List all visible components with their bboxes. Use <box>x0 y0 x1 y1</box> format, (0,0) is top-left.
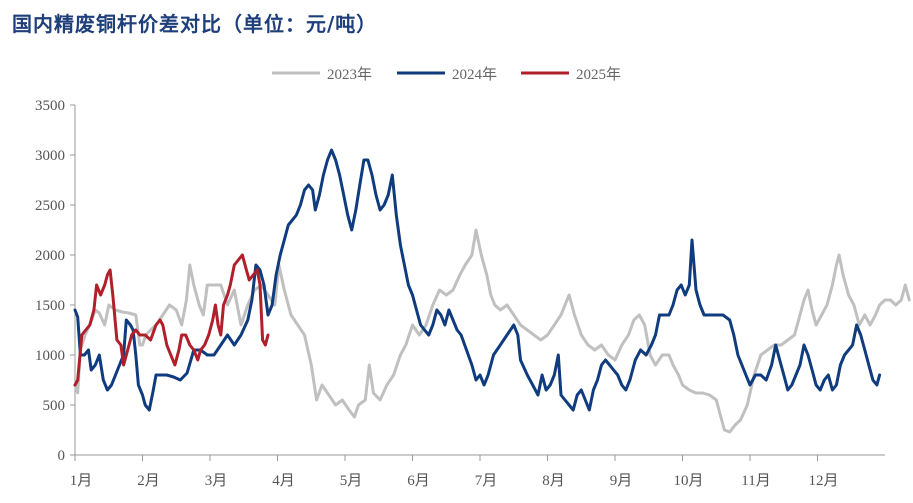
y-tick-label: 3000 <box>35 148 65 164</box>
y-tick-label: 1500 <box>35 298 65 314</box>
legend-label-2: 2024年 <box>452 66 497 83</box>
legend-label-1: 2023年 <box>327 66 372 83</box>
x-tick-label: 8月 <box>542 473 565 489</box>
x-tick-label: 3月 <box>205 473 228 489</box>
x-tick-label: 2月 <box>137 473 160 489</box>
chart-title: 国内精废铜杆价差对比（单位：元/吨） <box>12 12 378 36</box>
x-tick-label: 11月 <box>741 473 770 489</box>
x-tick-label: 6月 <box>407 473 430 489</box>
x-tick-label: 12月 <box>808 473 838 489</box>
series-line-1 <box>73 228 911 434</box>
y-tick-label: 2000 <box>35 248 65 264</box>
series-layer <box>73 148 911 434</box>
x-tick-label: 5月 <box>340 473 363 489</box>
x-tick-label: 7月 <box>475 473 498 489</box>
y-axis: 0 500 1000 1500 2000 2500 3000 3500 <box>35 98 76 464</box>
y-tick-label: 1000 <box>35 348 65 364</box>
y-tick-label: 3500 <box>35 98 65 114</box>
y-tick-label: 2500 <box>35 198 65 214</box>
y-tick-label: 0 <box>58 448 66 464</box>
series-line-3 <box>73 253 270 387</box>
legend-label-3: 2025年 <box>576 66 621 83</box>
x-tick-label: 1月 <box>70 473 93 489</box>
x-tick-label: 9月 <box>610 473 633 489</box>
chart-legend: 2023年 2024年 2025年 <box>272 66 621 83</box>
x-axis: 1月 2月 3月 4月 5月 6月 7月 8月 9月 10月 11月 12月 <box>70 454 885 489</box>
series-line-2 <box>73 148 882 412</box>
x-tick-label: 10月 <box>673 473 703 489</box>
y-tick-label: 500 <box>43 398 66 414</box>
x-tick-label: 4月 <box>272 473 295 489</box>
